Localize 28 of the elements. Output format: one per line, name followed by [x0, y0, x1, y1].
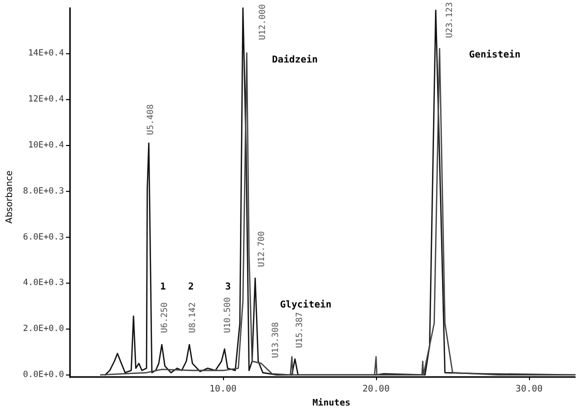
annotation: Genistein — [469, 50, 520, 60]
text: 14E+0.4 — [28, 48, 64, 59]
annotation: Daidzein — [272, 54, 318, 66]
annotation: Glycitein — [280, 300, 332, 310]
text: 6.0E+0.3 — [23, 232, 64, 242]
annotation: U8.142 — [188, 302, 198, 333]
annotation: U13.308 — [271, 322, 281, 358]
annotation: U12.700 — [257, 231, 267, 267]
annotation: U12.000 — [258, 4, 268, 40]
text: 8.0E+0.3 — [23, 186, 64, 196]
text: Absorbance — [5, 170, 15, 224]
annotation: 2 — [188, 282, 194, 292]
annotation: U15.387 — [295, 312, 305, 348]
annotation: U10.500 — [223, 297, 233, 333]
annotation: 1 — [160, 282, 166, 292]
annotation: 3 — [225, 282, 232, 292]
x-tick-label: 30.00 — [516, 384, 543, 395]
x-axis-title: Minutes — [312, 398, 350, 408]
text: 4.0E+0.3 — [23, 278, 64, 288]
annotation: U5.408 — [146, 104, 156, 135]
text: 0.0E+0.0 — [23, 370, 64, 380]
text: 2.0E+0.0 — [23, 324, 64, 334]
x-tick-label: 20.00 — [362, 384, 390, 395]
x-tick-label: 10.00 — [209, 384, 237, 395]
text: 12E+0.4 — [28, 94, 64, 105]
annotation: U6.250 — [160, 302, 170, 333]
annotation: U23.123 — [445, 2, 455, 38]
text: 10E+0.4 — [28, 140, 64, 150]
